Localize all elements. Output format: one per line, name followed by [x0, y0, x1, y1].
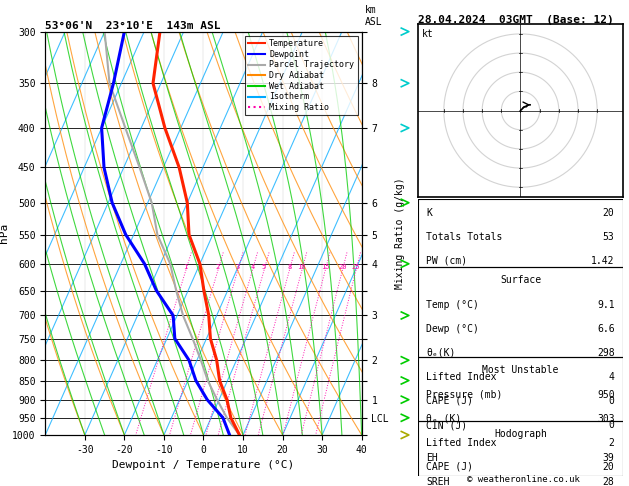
Text: 4: 4 — [609, 372, 615, 382]
Text: 53°06'N  23°10'E  143m ASL: 53°06'N 23°10'E 143m ASL — [45, 21, 221, 31]
Text: 28: 28 — [603, 477, 615, 486]
Text: 1: 1 — [184, 264, 188, 270]
Text: 3: 3 — [236, 264, 240, 270]
Text: CIN (J): CIN (J) — [426, 420, 467, 430]
Text: 10: 10 — [298, 264, 306, 270]
Text: SREH: SREH — [426, 477, 450, 486]
Text: 950: 950 — [597, 390, 615, 399]
Text: © weatheronline.co.uk: © weatheronline.co.uk — [467, 474, 580, 484]
Text: K: K — [426, 208, 432, 218]
Text: Totals Totals: Totals Totals — [426, 232, 503, 242]
Text: 25: 25 — [352, 264, 360, 270]
Text: Hodograph: Hodograph — [494, 429, 547, 439]
Text: kt: kt — [423, 30, 434, 39]
Text: 20: 20 — [603, 208, 615, 218]
Y-axis label: Mixing Ratio (g/kg): Mixing Ratio (g/kg) — [394, 177, 404, 289]
Text: 39: 39 — [603, 453, 615, 463]
Text: 20: 20 — [603, 462, 615, 472]
Text: 4: 4 — [250, 264, 255, 270]
Legend: Temperature, Dewpoint, Parcel Trajectory, Dry Adiabat, Wet Adiabat, Isotherm, Mi: Temperature, Dewpoint, Parcel Trajectory… — [245, 36, 357, 115]
Text: Pressure (mb): Pressure (mb) — [426, 390, 503, 399]
Text: 0: 0 — [609, 396, 615, 406]
Text: θₑ (K): θₑ (K) — [426, 414, 462, 424]
Text: Dewp (°C): Dewp (°C) — [426, 324, 479, 334]
Y-axis label: hPa: hPa — [0, 223, 9, 243]
Text: 15: 15 — [321, 264, 330, 270]
Text: 53: 53 — [603, 232, 615, 242]
Text: 303: 303 — [597, 414, 615, 424]
Text: 5: 5 — [262, 264, 266, 270]
Text: 28.04.2024  03GMT  (Base: 12): 28.04.2024 03GMT (Base: 12) — [418, 15, 614, 25]
Text: CAPE (J): CAPE (J) — [426, 396, 474, 406]
Text: 6.6: 6.6 — [597, 324, 615, 334]
Text: 8: 8 — [287, 264, 291, 270]
Text: θₑ(K): θₑ(K) — [426, 348, 456, 358]
Text: 20: 20 — [338, 264, 347, 270]
Text: km
ASL: km ASL — [365, 5, 382, 27]
X-axis label: Dewpoint / Temperature (°C): Dewpoint / Temperature (°C) — [113, 460, 294, 470]
Text: Temp (°C): Temp (°C) — [426, 299, 479, 310]
Text: Surface: Surface — [500, 276, 541, 285]
Text: Lifted Index: Lifted Index — [426, 372, 497, 382]
Text: 1.42: 1.42 — [591, 256, 615, 266]
Text: 2: 2 — [609, 438, 615, 448]
Text: 9.1: 9.1 — [597, 299, 615, 310]
Text: 298: 298 — [597, 348, 615, 358]
Text: Lifted Index: Lifted Index — [426, 438, 497, 448]
Text: PW (cm): PW (cm) — [426, 256, 467, 266]
Text: 2: 2 — [216, 264, 220, 270]
Text: 0: 0 — [609, 420, 615, 430]
Text: EH: EH — [426, 453, 438, 463]
Text: Most Unstable: Most Unstable — [482, 365, 559, 376]
Text: CAPE (J): CAPE (J) — [426, 462, 474, 472]
